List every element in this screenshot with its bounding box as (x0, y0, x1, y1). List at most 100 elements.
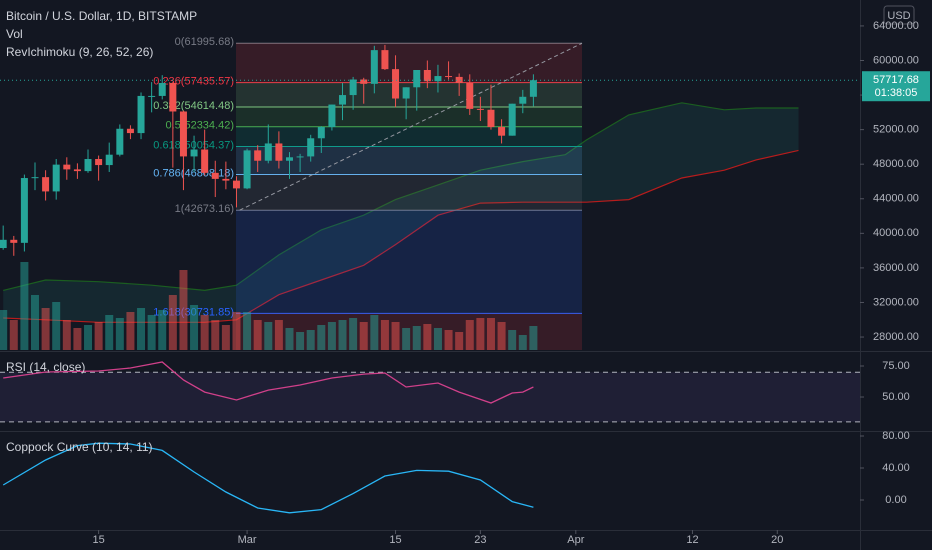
volume-bar (30, 295, 39, 350)
candle-body (222, 178, 230, 181)
candle-body (31, 177, 39, 179)
volume-bar (317, 325, 326, 350)
y-tick-label: 40.00 (882, 462, 910, 474)
candle-body (0, 239, 7, 249)
candle-body (434, 76, 442, 82)
volume-bar (391, 322, 400, 350)
trend-line (239, 42, 583, 211)
y-tick-label: 0.00 (885, 494, 906, 506)
y-tick-label: 60000.00 (873, 54, 919, 66)
volume-bar (94, 322, 103, 350)
candle-body (529, 80, 537, 97)
candle-body (116, 128, 124, 155)
candle-body (423, 70, 431, 82)
candle-body (275, 143, 283, 161)
x-tick-label: 23 (474, 534, 486, 546)
ichimoku-cloud (3, 102, 799, 323)
candle-body (190, 149, 198, 157)
indicator-label: RevIchimoku (9, 26, 52, 26) (6, 45, 153, 59)
y-tick-label: 75.00 (882, 360, 910, 372)
fib-zone (236, 146, 582, 175)
candle-body (169, 82, 177, 112)
volume-bar (232, 312, 241, 350)
candle-body (402, 87, 410, 99)
volume-bar (84, 325, 93, 350)
candle-body (519, 96, 527, 104)
volume-bar (476, 318, 485, 350)
candle-body (392, 69, 400, 99)
volume-bar (62, 320, 71, 350)
candle-body (381, 50, 389, 70)
volume-bar (9, 320, 18, 350)
fib-label: 0(61995.68) (175, 36, 234, 48)
y-tick-label: 64000.00 (873, 20, 919, 32)
volume-bar (338, 320, 347, 350)
candle-body (158, 82, 166, 96)
candle-body (339, 95, 347, 105)
candle-body (296, 156, 304, 158)
candle-body (232, 180, 240, 189)
x-tick-label: Mar (238, 534, 257, 546)
x-tick-label: 15 (389, 534, 401, 546)
volume-bar (200, 315, 209, 350)
x-tick-label: 20 (771, 534, 783, 546)
volume-bar (327, 322, 336, 350)
volume-bar (402, 328, 411, 350)
volume-bar (296, 332, 305, 350)
y-tick-label: 40000.00 (873, 227, 919, 239)
candle-body (52, 164, 60, 192)
candle-body (243, 150, 251, 189)
currency-button[interactable] (883, 5, 915, 25)
candle-body (487, 109, 495, 128)
fib-label: 0.382(54614.48) (153, 100, 234, 112)
y-tick-label: 28000.00 (873, 331, 919, 343)
candle-body (42, 177, 50, 192)
candle-body (105, 154, 113, 166)
y-tick-label: 44000.00 (873, 193, 919, 205)
candle-body (413, 70, 421, 88)
last-price-tag (862, 71, 930, 102)
candle-body (370, 50, 378, 84)
volume-bar (0, 310, 8, 350)
fib-zone (236, 174, 582, 211)
candle-body (148, 95, 156, 97)
indicator-label: RSI (14, close) (6, 360, 85, 374)
candle-body (137, 95, 145, 134)
candle-body (360, 79, 368, 84)
candle-body (73, 169, 81, 172)
volume-bar (52, 302, 61, 350)
candle-body (126, 128, 134, 134)
indicator-label: Coppock Curve (10, 14, 11) (6, 440, 153, 454)
volume-bar (274, 320, 283, 350)
volume-bar (253, 320, 262, 350)
rsi-band (0, 372, 860, 422)
candle-body (211, 172, 219, 179)
bar-countdown: 01:38:05 (875, 87, 918, 99)
candle-body (455, 76, 463, 83)
volume-bar (20, 262, 29, 350)
currency-label[interactable]: USD (887, 10, 910, 22)
volume-bar (306, 330, 315, 350)
volume-bar (486, 318, 495, 350)
volume-bar (179, 270, 188, 350)
volume-bar (211, 320, 220, 350)
volume-bar (529, 326, 538, 350)
indicator-line (3, 361, 534, 404)
volume-bar (380, 320, 389, 350)
volume-bar (465, 320, 474, 350)
fib-zone (236, 126, 582, 147)
fib-zone (236, 210, 582, 314)
volume-bar (126, 312, 135, 350)
volume-bar (115, 318, 124, 350)
volume-bar (285, 328, 294, 350)
candle-body (445, 76, 453, 78)
x-tick-label: 12 (686, 534, 698, 546)
volume-bar (455, 332, 464, 350)
volume-bar (190, 305, 199, 350)
volume-bar (147, 315, 156, 350)
candle-body (508, 103, 516, 136)
volume-bar (349, 318, 358, 350)
volume-bar (497, 322, 506, 350)
